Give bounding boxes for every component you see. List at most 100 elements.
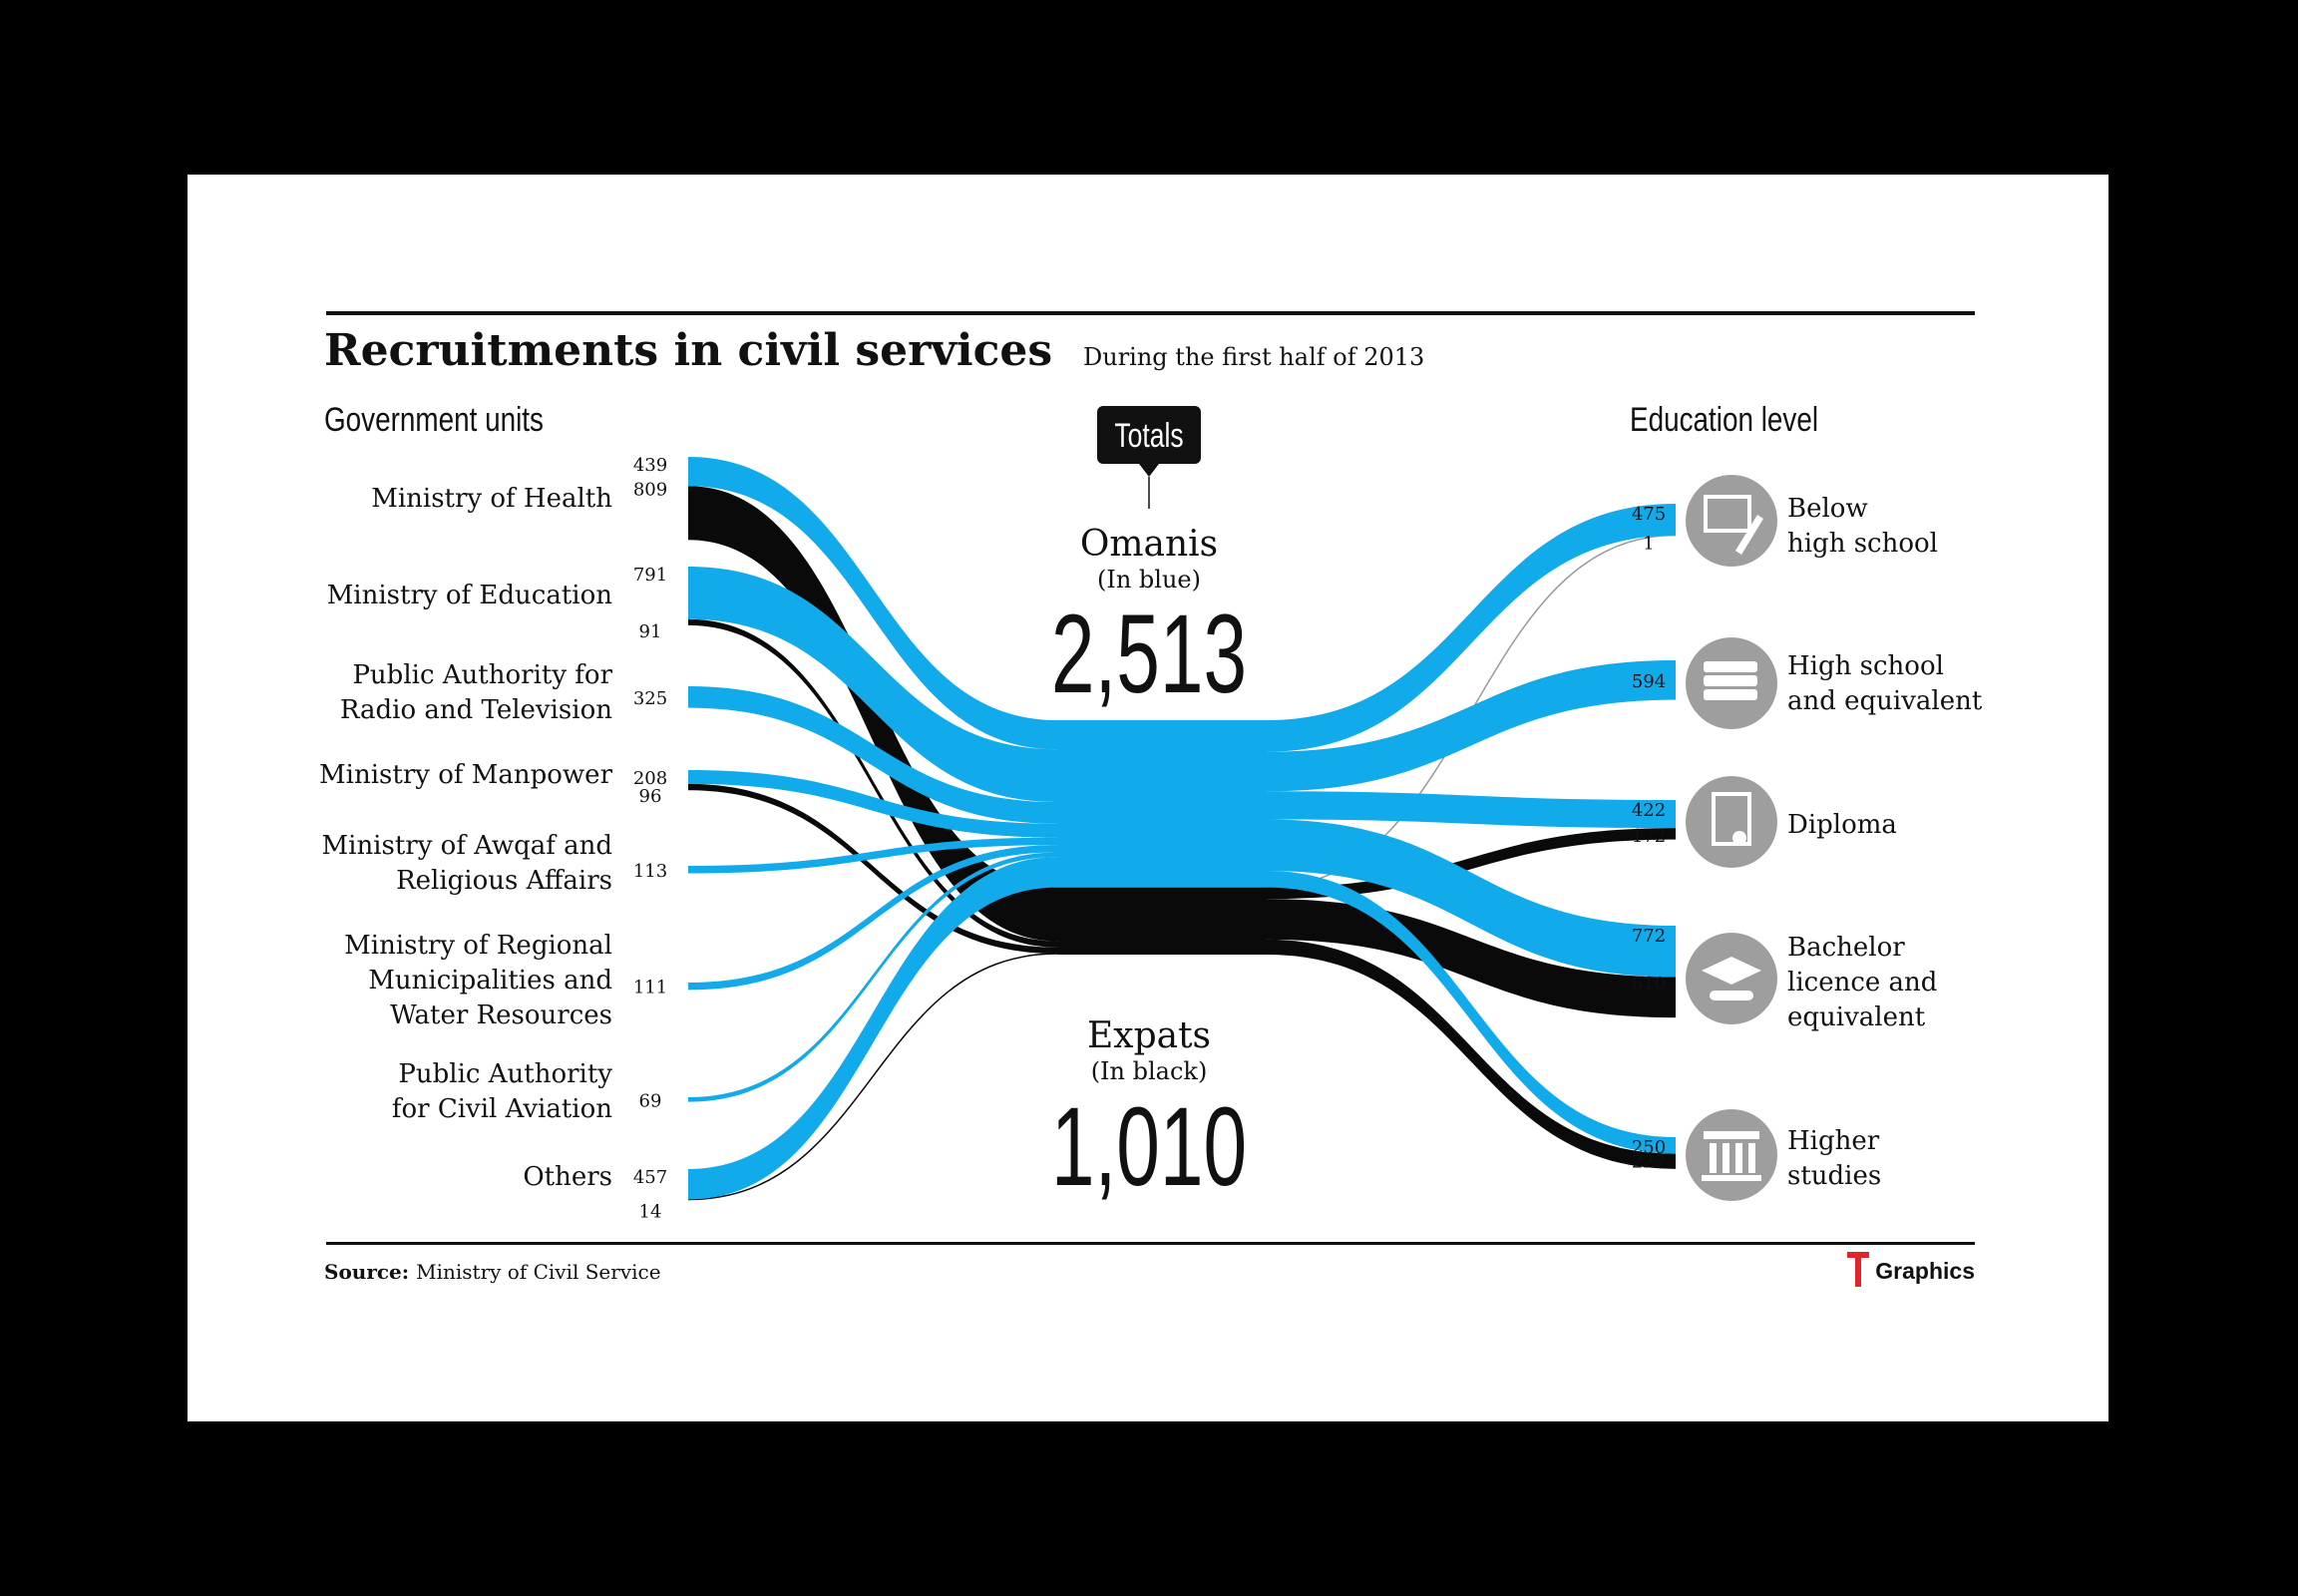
left-header: Government units — [324, 400, 544, 438]
icon-circle — [1686, 776, 1777, 868]
graduation-cap-icon — [1686, 933, 1777, 1024]
unit-label: Others — [523, 1162, 612, 1192]
flow-omanis-education — [1267, 870, 1676, 1154]
certificate-shape — [1712, 792, 1751, 846]
book-shape — [1704, 675, 1757, 686]
unit-expats-value: 96 — [639, 786, 662, 807]
certificate-icon — [1686, 776, 1777, 868]
flow-omanis-education — [1267, 660, 1676, 792]
icon-circle — [1686, 1109, 1777, 1201]
books-icon — [1686, 637, 1777, 729]
flow-omanis-education — [1267, 791, 1676, 829]
column-cap-shape — [1704, 1131, 1759, 1139]
unit-label: Public Authority for Radio and Television — [340, 660, 613, 725]
expat-hub — [1057, 887, 1267, 955]
unit-omanis-value: 208 — [633, 768, 667, 789]
column-shape — [1723, 1143, 1729, 1173]
unit-label: Ministry of Regional Municipalities and Wa… — [344, 931, 612, 1030]
expats-total: 1,010 — [1051, 1084, 1247, 1209]
unit-omanis-value: 791 — [633, 565, 667, 586]
right-header: Education level — [1630, 400, 1818, 438]
education-expats-value: 172 — [1632, 826, 1666, 847]
unit-omanis-value: 325 — [633, 688, 667, 709]
labels: Recruitments in civil services During the… — [319, 311, 1983, 1287]
unit-label: Ministry of Education — [327, 581, 613, 610]
bottom-rule — [326, 1242, 1975, 1245]
education-omanis-value: 772 — [1632, 926, 1666, 947]
omani-flows — [688, 457, 1676, 1200]
column-building-icon — [1686, 1109, 1777, 1201]
flow-omanis-unit — [688, 852, 1057, 1102]
source-line: Source: Ministry of Civil Service — [324, 1260, 661, 1284]
brand-mark-icon — [1847, 1252, 1869, 1287]
unit-label: Ministry of Awqaf and Religious Affairs — [322, 831, 613, 896]
book-shape — [1704, 661, 1757, 672]
page-subtitle: During the first half of 2013 — [1083, 343, 1424, 371]
education-label: Bachelor licence and equivalent — [1787, 933, 1937, 1032]
unit-expats-value: 809 — [633, 479, 667, 500]
flow-expats-education — [1267, 939, 1676, 1169]
totals-tag-box — [1097, 406, 1201, 464]
blackboard-shape — [1704, 495, 1751, 533]
column-shape — [1735, 1143, 1742, 1173]
education-icons — [1686, 475, 1777, 1201]
flow-omanis-unit — [688, 770, 1057, 838]
flow-omanis-unit — [688, 686, 1057, 824]
blackboard-pencil-icon — [1686, 475, 1777, 567]
flow-omanis-unit — [688, 457, 1057, 750]
education-label: Higher studies — [1787, 1126, 1881, 1191]
omani-hub — [1057, 720, 1267, 888]
unit-omanis-value: 457 — [633, 1167, 667, 1188]
scroll-shape — [1710, 991, 1753, 1000]
unit-omanis-value: 113 — [633, 861, 667, 882]
education-label: High school and equivalent — [1787, 651, 1983, 716]
unit-expats-value: 14 — [639, 1201, 662, 1222]
education-omanis-value: 594 — [1632, 671, 1666, 692]
flow-expats-unit — [688, 486, 1057, 942]
education-expats-value: 610 — [1632, 974, 1666, 995]
brand-logo: Graphics — [1847, 1252, 1975, 1287]
education-expats-value: 1 — [1643, 534, 1654, 555]
unit-expats-value: 91 — [639, 621, 662, 642]
cap-shape — [1702, 957, 1761, 985]
omanis-note: (In blue) — [1097, 566, 1201, 594]
column-shape — [1748, 1143, 1755, 1173]
unit-label: Public Authority for Civil Aviation — [392, 1059, 612, 1124]
flow-expats-unit — [688, 783, 1057, 955]
unit-omanis-value: 69 — [639, 1090, 662, 1111]
education-omanis-value: 422 — [1632, 800, 1666, 821]
education-omanis-value: 475 — [1632, 504, 1666, 525]
column-shape — [1710, 1143, 1717, 1173]
column-base-shape — [1702, 1175, 1761, 1181]
omanis-total: 2,513 — [1051, 592, 1247, 716]
education-expats-value: 227 — [1632, 1152, 1666, 1173]
flow-omanis-education — [1267, 504, 1676, 752]
unit-label: Ministry of Health — [371, 484, 612, 514]
icon-circle — [1686, 475, 1777, 567]
totals-label: Totals — [1114, 417, 1183, 455]
top-rule — [326, 311, 1975, 315]
totals-tag: Totals — [1097, 406, 1201, 509]
page-title: Recruitments in civil services — [324, 325, 1052, 376]
pencil-shape — [1735, 515, 1763, 555]
unit-label: Ministry of Manpower — [319, 760, 613, 790]
flow-omanis-unit — [688, 845, 1057, 991]
brand-name: Graphics — [1875, 1258, 1975, 1284]
book-shape — [1704, 689, 1757, 700]
flow-omanis-education — [1267, 819, 1676, 978]
flow-expats-education — [1267, 899, 1676, 1018]
flow-omanis-unit — [688, 567, 1057, 803]
flow-omanis-unit — [688, 837, 1057, 874]
flow-expats-unit — [688, 618, 1057, 948]
unit-omanis-value: 111 — [633, 978, 667, 998]
omanis-label: Omanis — [1080, 524, 1218, 565]
expats-note: (In black) — [1091, 1057, 1208, 1085]
education-label: Below high school — [1787, 494, 1938, 559]
flow-omanis-unit — [688, 857, 1057, 1200]
education-omanis-value: 250 — [1632, 1137, 1666, 1158]
seal-shape — [1732, 831, 1746, 845]
unit-omanis-value: 439 — [633, 455, 667, 476]
totals-tag-pointer — [1139, 464, 1159, 477]
flow-expats-unit — [687, 953, 1058, 1201]
